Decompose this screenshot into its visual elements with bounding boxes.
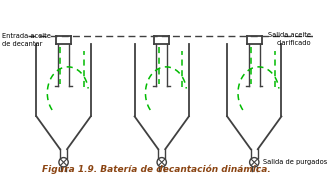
Text: Entrada aceite
de decantar: Entrada aceite de decantar <box>2 33 51 46</box>
Text: Salida aceite
clarificado: Salida aceite clarificado <box>268 32 311 46</box>
Text: Figura 1.9. Batería de decantación dinámica.: Figura 1.9. Batería de decantación dinám… <box>42 165 270 174</box>
Text: Salida de purgados: Salida de purgados <box>263 159 327 165</box>
